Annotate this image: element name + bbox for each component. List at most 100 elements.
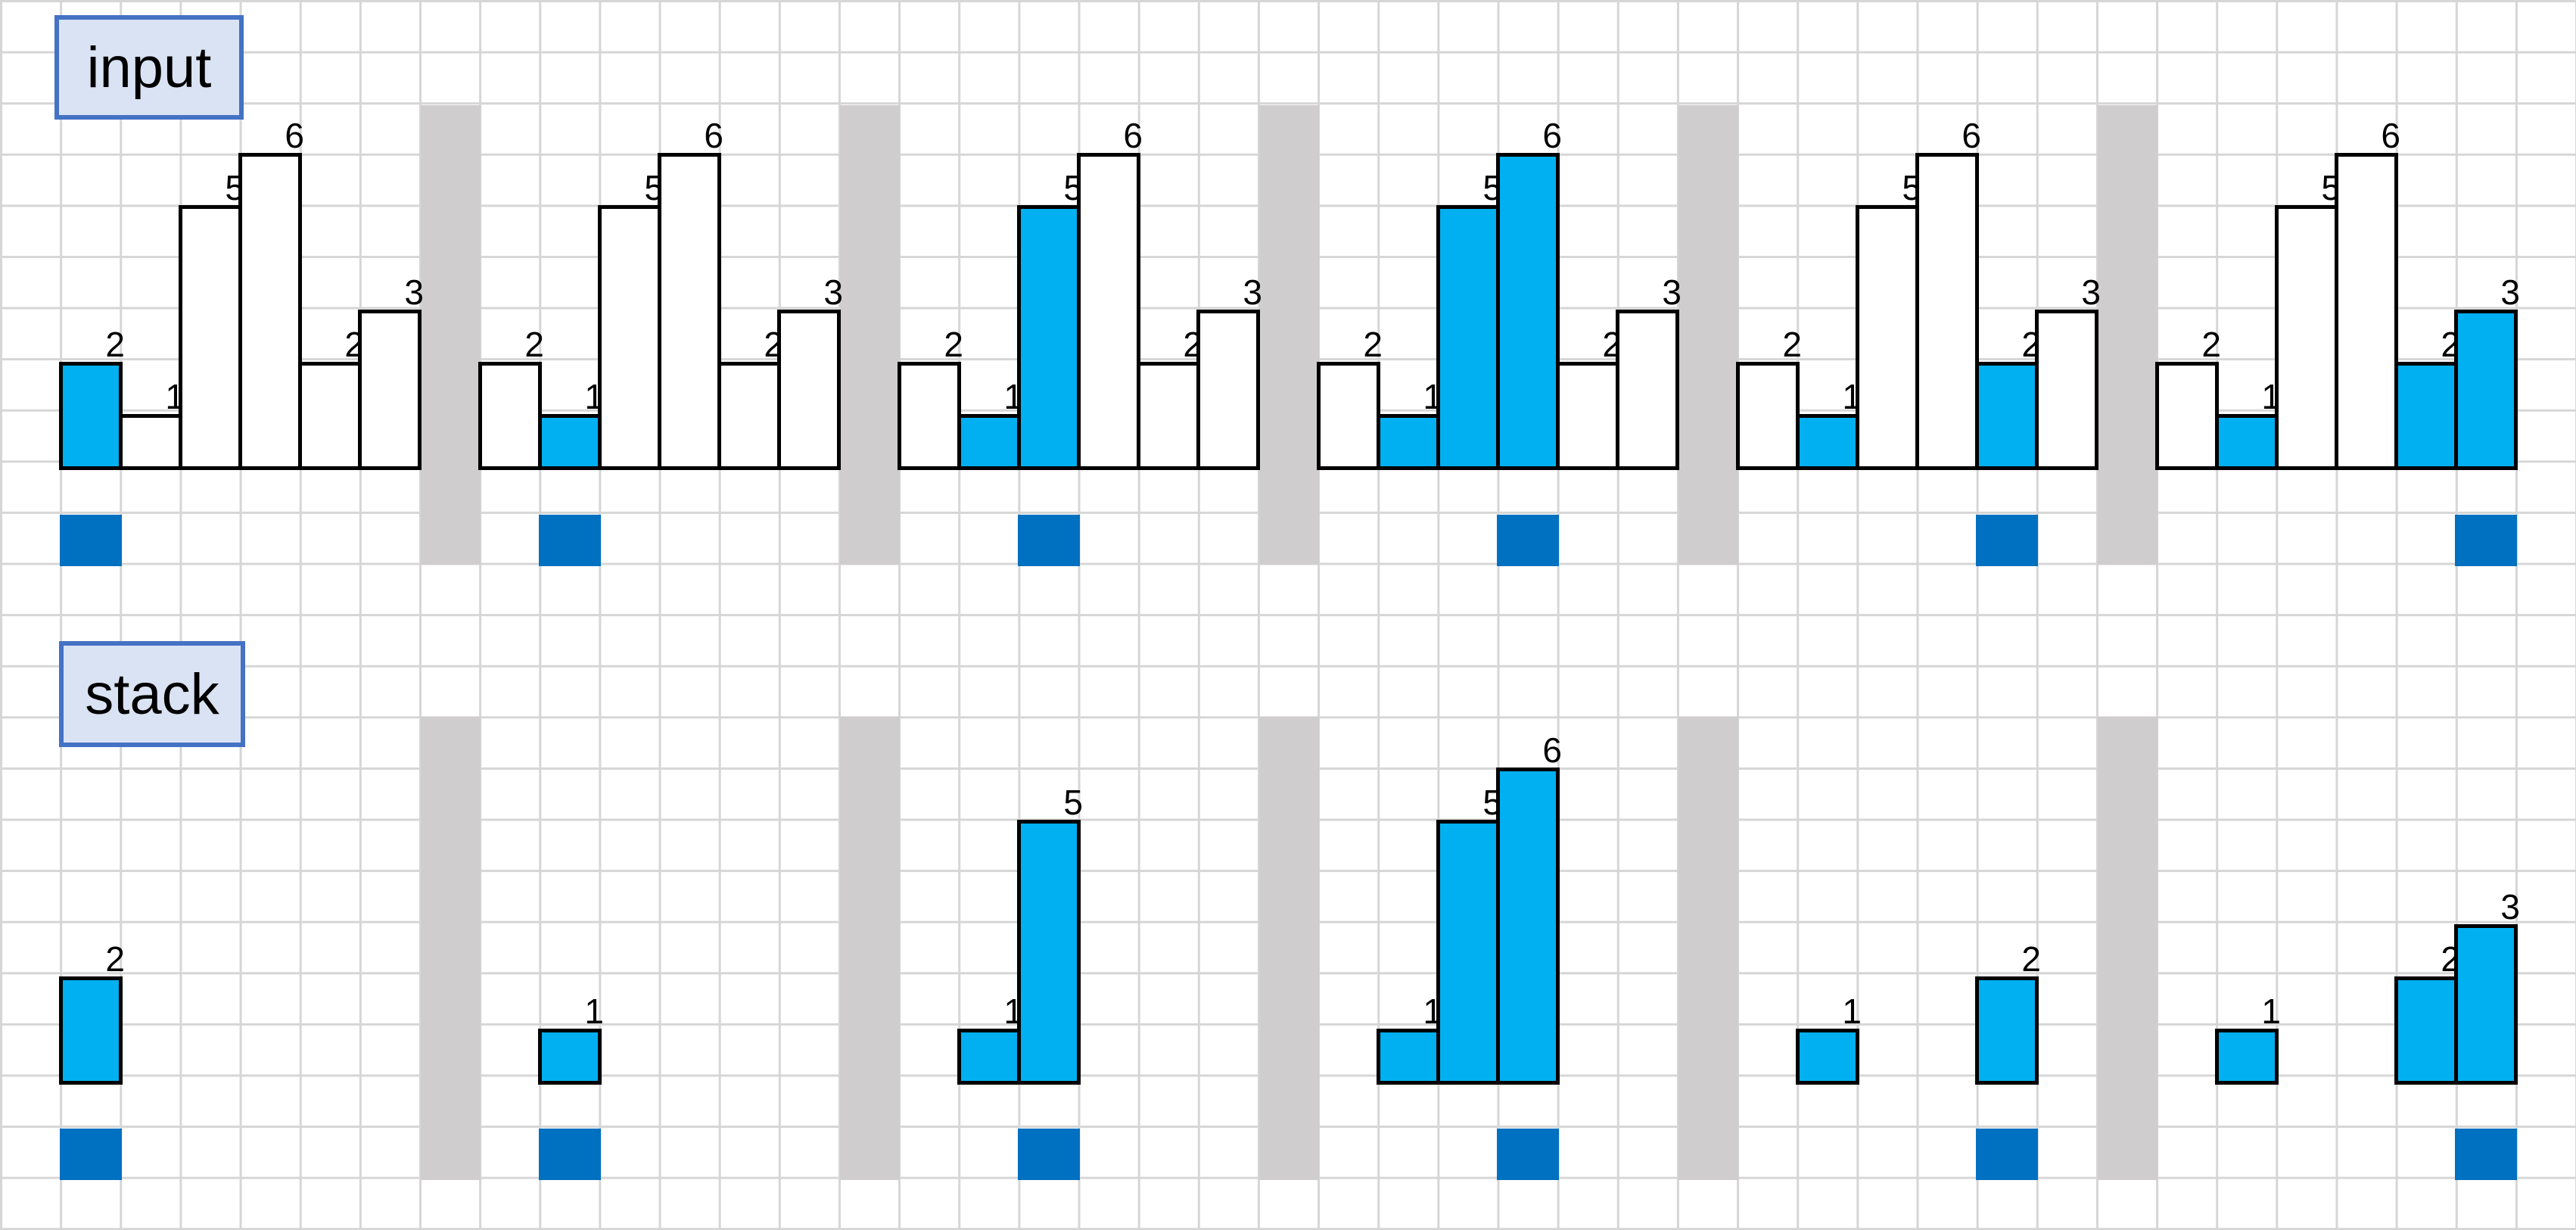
input-bar-value: 2 bbox=[764, 325, 783, 364]
input-bar-value: 1 bbox=[1003, 377, 1023, 416]
input-pointer-marker bbox=[60, 515, 122, 566]
separator-bottom-3 bbox=[1259, 717, 1319, 1180]
input-bar bbox=[1196, 310, 1260, 470]
input-bar-value: 3 bbox=[1243, 272, 1262, 312]
stack-pointer-marker bbox=[60, 1129, 122, 1180]
stack-bar bbox=[2454, 924, 2518, 1085]
input-bar bbox=[1856, 205, 1919, 470]
stack-bar bbox=[59, 976, 123, 1085]
input-bar bbox=[2155, 362, 2219, 470]
input-bar bbox=[2454, 310, 2518, 470]
stack-bar-value: 1 bbox=[1003, 992, 1023, 1031]
input-bar bbox=[358, 310, 422, 470]
separator-top-5 bbox=[2098, 105, 2158, 565]
stack-bar bbox=[1796, 1029, 1859, 1085]
stack-pointer-marker bbox=[2455, 1129, 2517, 1180]
separator-top-2 bbox=[840, 105, 900, 565]
stack-bar-value: 1 bbox=[1423, 992, 1442, 1031]
input-bar-value: 1 bbox=[2261, 377, 2281, 416]
stack-bar bbox=[957, 1029, 1021, 1085]
input-bar-value: 2 bbox=[344, 325, 364, 364]
input-bar bbox=[2394, 362, 2458, 470]
stack-bar-value: 2 bbox=[105, 939, 125, 979]
stack-bar-value: 3 bbox=[2500, 887, 2520, 926]
stack-label: stack bbox=[59, 641, 245, 747]
input-bar bbox=[238, 153, 302, 470]
input-bar-value: 3 bbox=[404, 272, 424, 312]
separator-bottom-2 bbox=[840, 717, 900, 1180]
input-bar-value: 3 bbox=[1662, 272, 1682, 312]
separator-top-4 bbox=[1678, 105, 1738, 565]
input-bar bbox=[1017, 205, 1081, 470]
stack-bar bbox=[1436, 820, 1500, 1085]
input-bar-value: 2 bbox=[105, 325, 125, 364]
stack-bar-value: 5 bbox=[1482, 783, 1502, 822]
input-bar bbox=[2215, 414, 2279, 470]
input-bar-value: 6 bbox=[1962, 116, 1981, 155]
input-bar-value: 2 bbox=[524, 325, 544, 364]
input-bar-value: 2 bbox=[2441, 325, 2460, 364]
input-bar-value: 1 bbox=[584, 377, 604, 416]
input-bar bbox=[1736, 362, 1800, 470]
input-bar bbox=[1556, 362, 1619, 470]
input-bar bbox=[1137, 362, 1200, 470]
stack-bar-value: 1 bbox=[1842, 992, 1862, 1031]
stack-pointer-marker bbox=[1018, 1129, 1080, 1180]
separator-top-3 bbox=[1259, 105, 1319, 565]
input-bar bbox=[538, 414, 602, 470]
stack-bar-value: 6 bbox=[1542, 730, 1562, 770]
input-bar bbox=[1377, 414, 1440, 470]
stack-bar-value: 1 bbox=[584, 992, 604, 1031]
input-bar-value: 5 bbox=[225, 168, 244, 207]
input-bar bbox=[2275, 205, 2338, 470]
input-bar bbox=[478, 362, 542, 470]
input-bar bbox=[2035, 310, 2098, 470]
input-bar bbox=[59, 362, 123, 470]
stack-bar bbox=[2215, 1029, 2279, 1085]
input-bar bbox=[1317, 362, 1380, 470]
input-bar bbox=[119, 414, 182, 470]
stack-bar bbox=[2394, 976, 2458, 1085]
input-bar-value: 5 bbox=[1482, 168, 1502, 207]
stack-bar bbox=[538, 1029, 602, 1085]
stack-bar-value: 2 bbox=[2021, 939, 2041, 979]
stack-bar bbox=[1496, 768, 1560, 1085]
input-bar bbox=[658, 153, 721, 470]
input-bar-value: 2 bbox=[944, 325, 963, 364]
separator-bottom-5 bbox=[2098, 717, 2158, 1180]
stack-bar bbox=[1377, 1029, 1440, 1085]
stack-pointer-marker bbox=[1976, 1129, 2038, 1180]
input-bar-value: 6 bbox=[704, 116, 723, 155]
input-bar bbox=[777, 310, 841, 470]
input-pointer-marker bbox=[539, 515, 601, 566]
input-bar bbox=[2335, 153, 2398, 470]
stack-bar-value: 1 bbox=[2261, 992, 2281, 1031]
input-bar bbox=[298, 362, 362, 470]
input-pointer-marker bbox=[1018, 515, 1080, 566]
input-bar-value: 2 bbox=[2021, 325, 2041, 364]
input-bar-value: 3 bbox=[823, 272, 843, 312]
input-pointer-marker bbox=[1976, 515, 2038, 566]
input-bar-value: 5 bbox=[644, 168, 664, 207]
input-bar-value: 2 bbox=[1602, 325, 1622, 364]
input-bar-value: 1 bbox=[165, 377, 185, 416]
input-bar bbox=[1616, 310, 1679, 470]
input-bar-value: 2 bbox=[1183, 325, 1202, 364]
input-bar-value: 1 bbox=[1423, 377, 1442, 416]
input-bar bbox=[1915, 153, 1979, 470]
stack-bar bbox=[1017, 820, 1081, 1085]
separator-bottom-1 bbox=[421, 717, 481, 1180]
stack-bar bbox=[1975, 976, 2039, 1085]
input-pointer-marker bbox=[1497, 515, 1559, 566]
input-bar-value: 6 bbox=[1542, 116, 1562, 155]
stack-pointer-marker bbox=[539, 1129, 601, 1180]
input-bar bbox=[598, 205, 661, 470]
input-bar-value: 3 bbox=[2081, 272, 2101, 312]
input-label: input bbox=[54, 15, 244, 120]
stack-pointer-marker bbox=[1497, 1129, 1559, 1180]
input-bar-value: 6 bbox=[2381, 116, 2400, 155]
stack-bar-value: 2 bbox=[2441, 939, 2460, 979]
input-bar bbox=[1436, 205, 1500, 470]
input-bar-value: 5 bbox=[2321, 168, 2341, 207]
